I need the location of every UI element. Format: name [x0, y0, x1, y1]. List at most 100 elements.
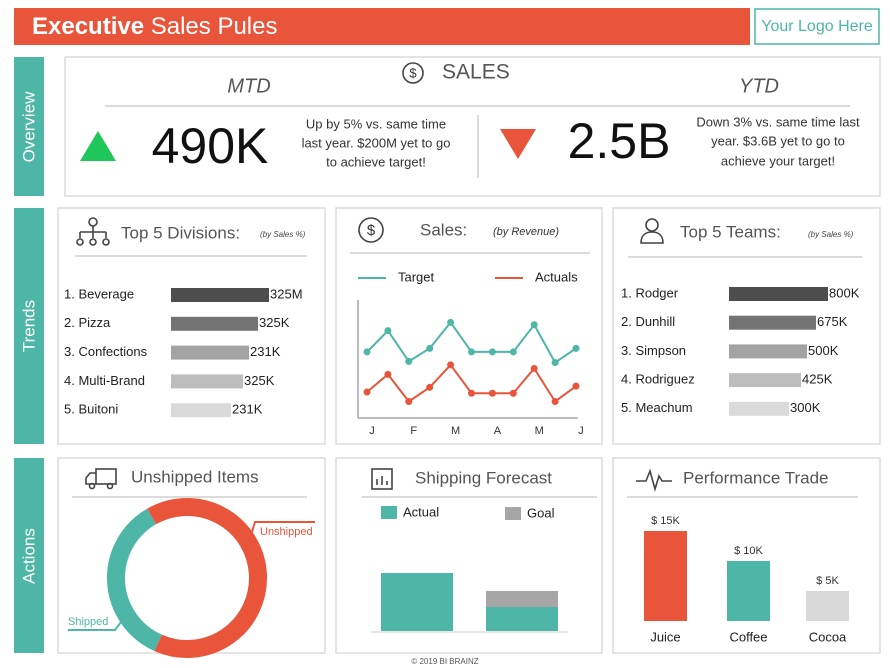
point: [447, 318, 455, 326]
category-label: 2. Dunhill: [621, 314, 675, 329]
footer: © 2019 BI BRAINZ: [411, 657, 478, 666]
point: [488, 348, 496, 356]
point: [426, 383, 434, 391]
category-label: 4. Multi-Brand: [64, 373, 145, 388]
mtd-description: last year. $200M yet to go: [302, 135, 451, 150]
amount-label: 325M: [270, 286, 303, 301]
point: [363, 388, 371, 396]
bar: [171, 316, 258, 331]
ytd-description: Down 3% vs. same time last: [696, 114, 860, 129]
header-title: Executive Sales Pules: [32, 13, 277, 40]
category-label: 3. Simpson: [621, 343, 686, 358]
dollar-sign: $: [409, 65, 417, 80]
amount-label: 300K: [790, 400, 821, 415]
bar: [729, 344, 807, 359]
bar-segment: [486, 607, 558, 631]
panel-title: Top 5 Divisions:: [121, 223, 240, 242]
amount-label: 325K: [259, 315, 290, 330]
amount-label: 800K: [829, 285, 860, 300]
mtd-value: 490K: [152, 118, 269, 174]
mtd-label: MTD: [227, 75, 270, 97]
legend-label: Actuals: [535, 269, 578, 284]
header-bar: [14, 8, 750, 45]
ytd-description: achieve your target!: [721, 153, 835, 168]
point: [530, 321, 538, 329]
bar: [806, 591, 849, 621]
category-label: 4. Rodriguez: [621, 372, 695, 387]
panel-title: Performance Trade: [683, 468, 829, 487]
value-label: $ 15K: [651, 515, 680, 527]
point: [426, 344, 434, 352]
up-arrow: [80, 131, 116, 161]
x-tick-label: M: [535, 425, 544, 437]
point: [384, 327, 392, 335]
bar: [171, 374, 243, 389]
header-title-rest: Sales Pules: [144, 13, 277, 40]
ytd-label: YTD: [739, 75, 779, 97]
amount-label: 231K: [232, 402, 263, 417]
category-label: 5. Buitoni: [64, 402, 118, 417]
legend-swatch: [505, 507, 521, 520]
bar: [171, 345, 249, 360]
x-tick-label: M: [451, 425, 460, 437]
point: [468, 389, 475, 397]
dollar-icon: [358, 217, 384, 243]
x-tick-label: J: [578, 425, 584, 437]
mtd-description: to achieve target!: [326, 154, 426, 169]
logo-box: [754, 8, 880, 45]
leader-line: [68, 609, 131, 631]
category-label: Juice: [650, 629, 680, 644]
point: [551, 397, 559, 405]
hierarchy-icon: [76, 217, 110, 246]
panel-subtitle: (by Sales %): [808, 230, 854, 239]
legend-label: Actual: [403, 504, 439, 519]
point: [384, 370, 392, 378]
panel-subtitle: (by Revenue): [493, 226, 559, 238]
mtd-description: Up by 5% vs. same time: [306, 116, 446, 131]
legend-label: Goal: [527, 505, 555, 520]
bar-segment: [381, 573, 453, 631]
dollar-sign: $: [367, 222, 376, 239]
amount-label: 425K: [802, 372, 833, 387]
panel-title: Sales:: [420, 220, 467, 239]
truck-icon: [85, 468, 117, 490]
section-tab: [14, 57, 44, 196]
pulse-icon: [636, 468, 672, 492]
amount-label: 500K: [808, 343, 839, 358]
panel-title: Unshipped Items: [131, 467, 259, 486]
category-label: 1. Beverage: [64, 286, 134, 301]
point: [405, 357, 413, 365]
legend-label: Target: [398, 269, 435, 284]
dollar-icon: [402, 62, 424, 84]
category-label: 2. Pizza: [64, 315, 111, 330]
amount-label: 675K: [817, 314, 848, 329]
point: [405, 397, 413, 405]
bar: [644, 531, 687, 621]
category-label: Coffee: [729, 629, 767, 644]
slice-label: Shipped: [68, 616, 108, 628]
panel-title: Shipping Forecast: [415, 468, 552, 487]
value-label: $ 10K: [734, 545, 763, 557]
bar-segment: [486, 591, 558, 607]
section-tab: [14, 458, 44, 653]
point: [551, 359, 559, 367]
category-label: Cocoa: [809, 629, 847, 644]
person-icon: [640, 218, 664, 244]
amount-label: 325K: [244, 373, 275, 388]
bar: [171, 403, 231, 418]
point: [447, 361, 455, 369]
down-arrow: [500, 129, 536, 159]
overview-title: SALES: [442, 61, 510, 84]
report-icon: [371, 468, 393, 490]
point: [363, 348, 371, 356]
x-tick-label: F: [410, 425, 417, 437]
logo-text: Your Logo Here: [761, 18, 873, 35]
point: [509, 389, 517, 397]
header-title-bold: Executive: [32, 13, 144, 40]
donut-slice: [107, 508, 163, 652]
bar: [727, 561, 770, 621]
category-label: 1. Rodger: [621, 285, 679, 300]
bar: [729, 315, 816, 330]
overview-panel: [64, 56, 881, 197]
